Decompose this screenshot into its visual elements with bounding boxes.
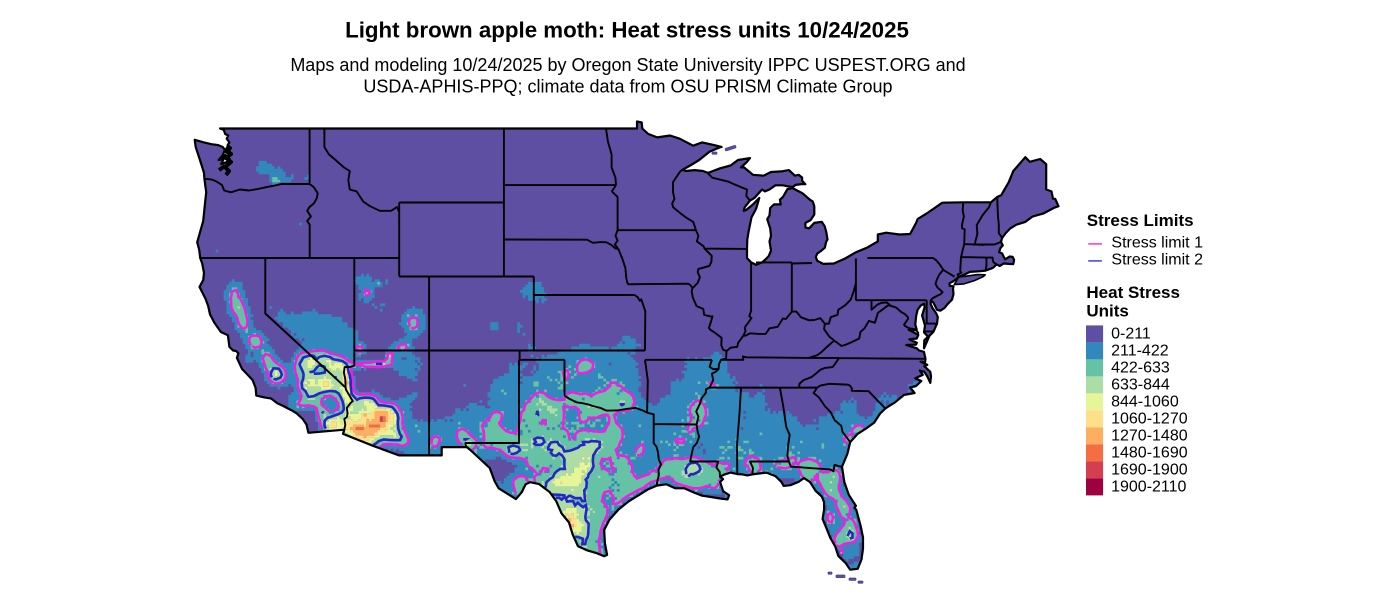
svg-text:Light brown apple moth: Heat s: Light brown apple moth: Heat stress unit… [345,18,909,43]
svg-text:422-633: 422-633 [1111,359,1170,376]
svg-text:1060-1270: 1060-1270 [1111,410,1188,427]
svg-text:1480-1690: 1480-1690 [1111,444,1188,461]
svg-text:1690-1900: 1690-1900 [1111,461,1188,478]
svg-text:Stress limit 2: Stress limit 2 [1111,252,1203,269]
svg-text:633-844: 633-844 [1111,376,1170,393]
svg-text:211-422: 211-422 [1111,342,1169,359]
svg-text:Units: Units [1086,301,1129,320]
svg-text:USDA-APHIS-PPQ; climate data f: USDA-APHIS-PPQ; climate data from OSU PR… [363,77,892,97]
svg-text:Stress Limits: Stress Limits [1087,211,1194,230]
svg-text:Heat Stress: Heat Stress [1086,283,1180,302]
svg-text:1270-1480: 1270-1480 [1111,427,1188,444]
svg-text:1900-2110: 1900-2110 [1111,478,1186,495]
svg-text:844-1060: 844-1060 [1111,393,1179,410]
svg-text:Maps and modeling 10/24/2025 b: Maps and modeling 10/24/2025 by Oregon S… [290,55,965,75]
svg-text:0-211: 0-211 [1111,325,1151,342]
svg-text:Stress limit 1: Stress limit 1 [1111,235,1203,252]
